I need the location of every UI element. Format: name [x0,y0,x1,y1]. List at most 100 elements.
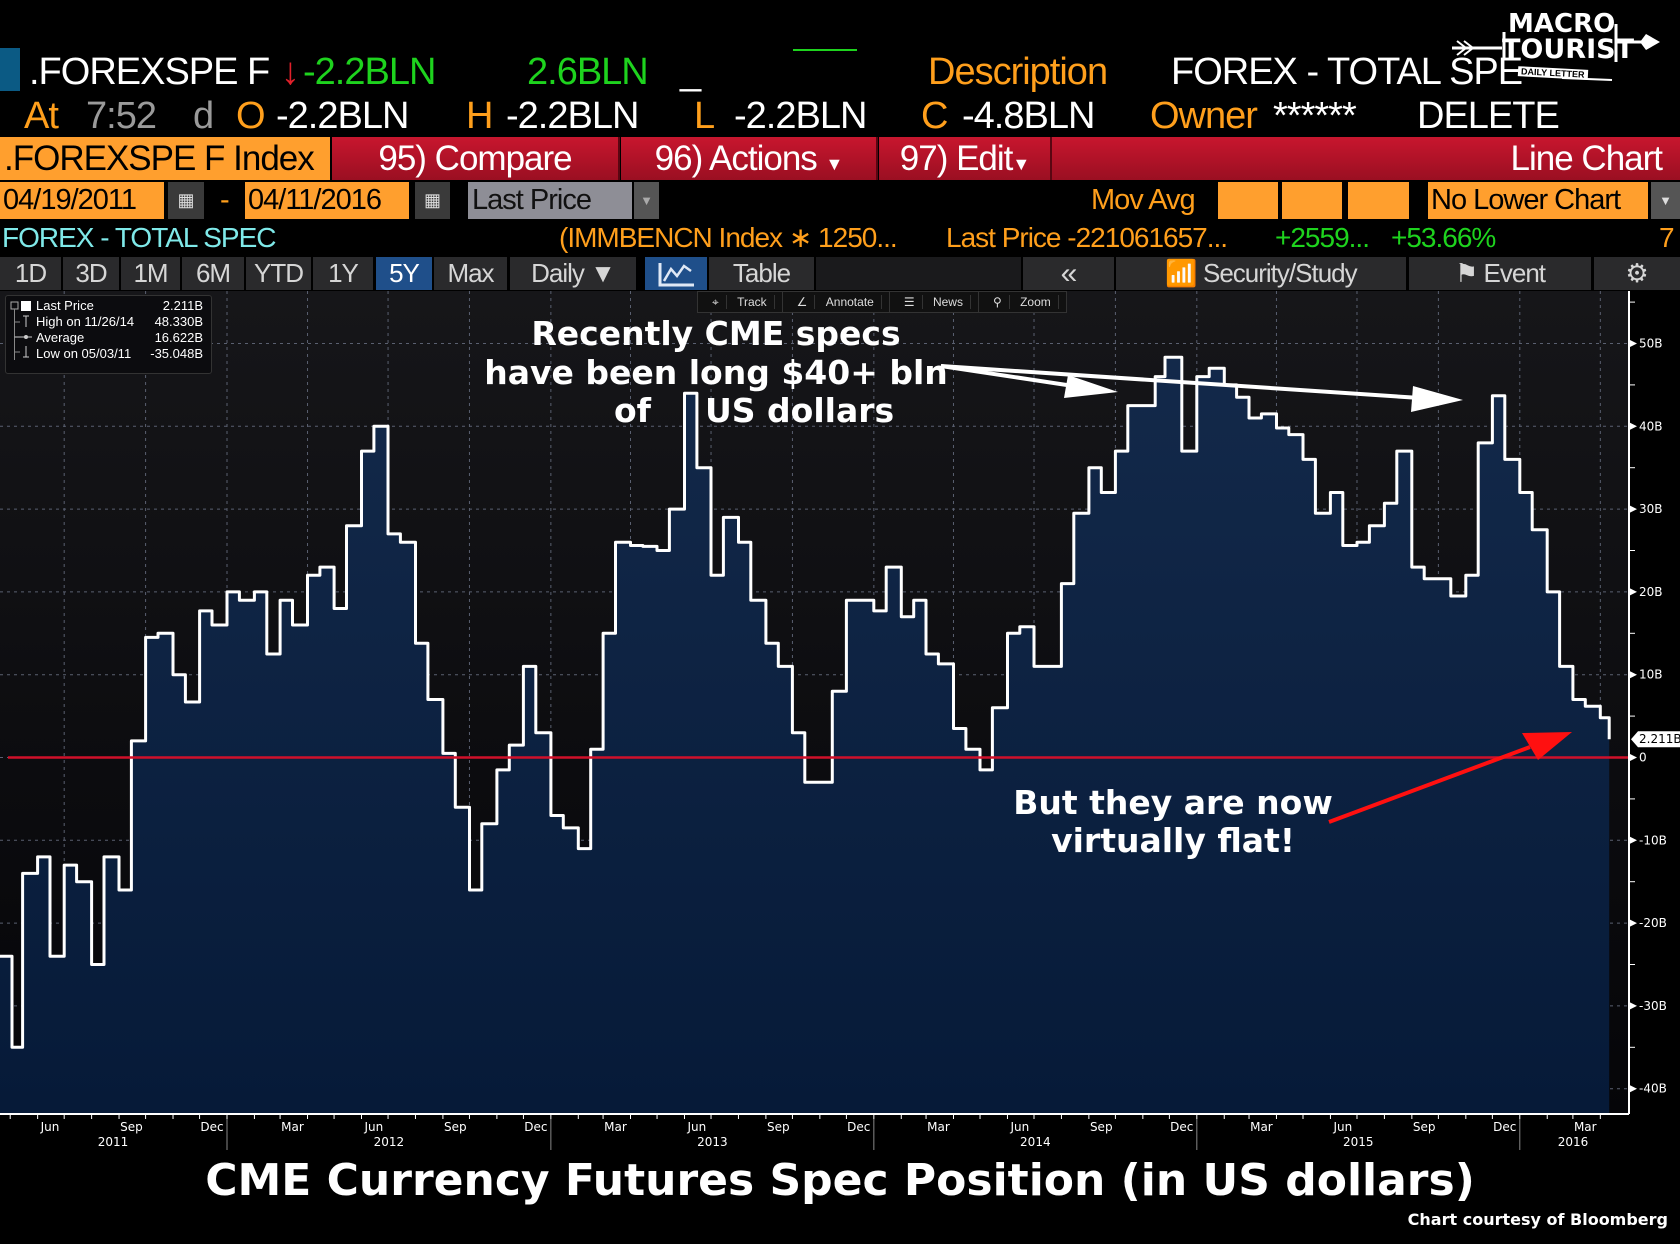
table-button[interactable]: Table [709,257,816,290]
x-tick-label: Sep [1413,1120,1436,1134]
period-1m[interactable]: 1M [121,257,182,290]
security-field[interactable]: .FOREXSPE F Index [0,137,330,180]
white-arrow-2 [940,364,1463,412]
y-tick-label: -30B [1639,999,1667,1013]
end-date-input[interactable]: 04/11/2016 [245,182,409,219]
last-value: -2.2BLN [303,51,436,93]
close-label: C [921,95,948,137]
x-tick-label: Mar [281,1120,304,1134]
gear-icon[interactable]: ⚙ [1594,257,1680,290]
y-tick-marker [1629,587,1637,596]
y-tick-label: 10B [1639,668,1663,682]
low-value: -2.2BLN [734,95,867,137]
mov-avg-input-2[interactable] [1282,182,1342,219]
close-value: -4.8BLN [962,95,1095,137]
chart-type-label[interactable]: Line Chart [1052,137,1680,180]
y-tick-marker [1629,505,1637,514]
flag-icon: ⚑ [1454,258,1478,288]
series-formula: (IMMBENCN Index ∗ 1250... [559,222,898,253]
annotate-button[interactable]: ∠ Annotate [783,292,890,312]
series-count: 7 [1659,222,1675,253]
legend-value: 2.211B [162,298,203,313]
legend-label: Low on 05/03/11 [36,346,132,361]
x-tick-label: Mar [927,1120,950,1134]
collapse-icon[interactable]: « [1023,257,1116,290]
legend-label: Average [36,330,85,345]
sparkline [793,49,857,51]
period-6m[interactable]: 6M [182,257,246,290]
legend-label: High on 11/26/14 [36,314,135,329]
line-chart-icon[interactable] [645,257,709,290]
year-label: 2012 [374,1135,405,1149]
annotation-top-line1: Recently CME specs [531,314,901,353]
calendar-icon[interactable]: ▦ [168,182,204,219]
y-tick-label: 20B [1639,585,1663,599]
pencil-icon: ∠ [789,295,816,309]
track-button[interactable]: ⌖ Track [698,292,783,312]
y-tick-label: -20B [1639,916,1667,930]
y-tick-label: 40B [1639,419,1663,433]
description-label: Description [928,51,1108,93]
x-tick-label: Sep [444,1120,467,1134]
track-label: Track [730,295,775,309]
start-date-input[interactable]: 04/19/2011 [0,182,164,219]
chart-title: CME Currency Futures Spec Position (in U… [205,1155,1475,1206]
security-study-button[interactable]: 📶 Security/Study [1116,257,1408,290]
logo-line2: TOURIST [1502,34,1634,65]
y-tick-label: -10B [1639,833,1667,847]
actions-button[interactable]: 96) Actions ▼ [621,137,878,180]
news-icon: ☰ [896,295,923,309]
caret-down-icon: ▼ [825,154,844,174]
annotation-bottom-line2: virtually flat! [1051,821,1295,860]
period-5y[interactable]: 5Y [376,257,434,290]
caret-down-icon: ▼ [1012,154,1030,174]
delete-button[interactable]: DELETE [1417,95,1560,137]
security-color-marker [0,48,20,91]
calendar-icon[interactable]: ▦ [415,182,450,219]
toolbar-spacer [816,257,1023,290]
period-max[interactable]: Max [434,257,509,290]
y-tick-marker [1629,919,1637,928]
y-tick-marker [1629,670,1637,679]
series-line [0,355,1611,1049]
event-button[interactable]: ⚑ Event [1409,257,1593,290]
x-tick-label: Jun [364,1120,384,1134]
series-name: FOREX - TOTAL SPEC [2,222,276,253]
edit-button[interactable]: 97) Edit▼ [879,137,1052,180]
last-value-tag [1631,731,1680,748]
field-select[interactable]: Last Price [468,182,632,219]
at-label: At [24,95,59,137]
legend-label: Last Price [36,298,94,313]
frequency-select[interactable]: Daily ▼ [510,257,638,290]
lower-chart-dropdown-icon[interactable]: ▼ [1651,182,1680,219]
actions-label: 96) Actions [654,139,818,178]
period-1d[interactable]: 1D [0,257,63,290]
year-label: 2011 [98,1135,129,1149]
period-ytd[interactable]: YTD [246,257,313,290]
zoom-label: Zoom [1013,295,1059,309]
field-dropdown-icon[interactable]: ▼ [634,182,659,219]
news-button[interactable]: ☰ News [890,292,979,312]
legend-high: High on 11/26/14 48.330B [36,314,203,330]
period-1y[interactable]: 1Y [313,257,375,290]
security-study-label: Security/Study [1202,258,1358,288]
year-label: 2016 [1558,1135,1589,1149]
zoom-button[interactable]: ⚲ Zoom [979,292,1066,312]
security-study-icon: 📶 [1165,258,1197,288]
d-label: d [193,95,214,137]
y-tick-marker [1629,422,1637,431]
x-tick-label: Dec [200,1120,223,1134]
mov-avg-input-3[interactable] [1348,182,1409,219]
owner-label: Owner [1150,95,1258,137]
mov-avg-input-1[interactable] [1218,182,1278,219]
low-label: L [694,95,715,137]
period-3d[interactable]: 3D [63,257,121,290]
legend-value: 48.330B [154,314,203,329]
lower-chart-select[interactable]: No Lower Chart [1428,182,1648,219]
annotation-bottom-line1: But they are now [1013,783,1333,822]
year-label: 2015 [1343,1135,1374,1149]
legend-value: -35.048B [150,346,203,361]
compare-button[interactable]: 95) Compare [332,137,620,180]
legend-tree-icon [10,301,32,360]
